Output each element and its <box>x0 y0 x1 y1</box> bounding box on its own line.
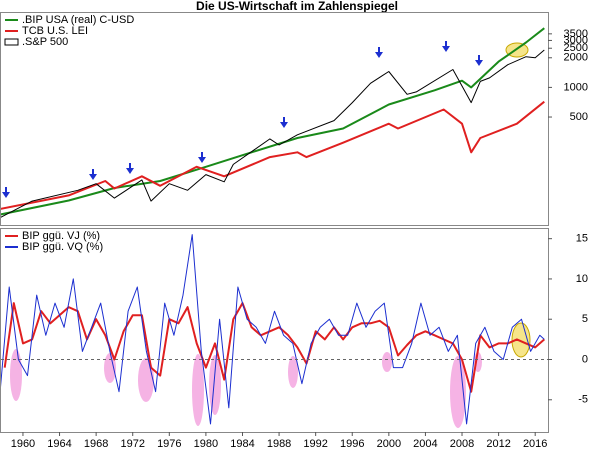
arrow <box>475 55 483 66</box>
x-tick-label: 2016 <box>523 438 547 450</box>
y-tick-label: 1000 <box>564 81 588 93</box>
x-tick-label: 1980 <box>194 438 218 450</box>
arrows <box>2 41 483 198</box>
x-tick-label: 1964 <box>47 438 71 450</box>
y-tick-label: 2000 <box>564 52 588 64</box>
x-tick-label: 1996 <box>340 438 364 450</box>
x-tick-label: 2008 <box>450 438 474 450</box>
x-tick-label: 1972 <box>120 438 144 450</box>
x-tick-label: 1968 <box>84 438 108 450</box>
x-tick-label: 1992 <box>303 438 327 450</box>
plots <box>0 27 545 425</box>
x-tick-label: 2004 <box>413 438 437 450</box>
y-tick-label: 15 <box>576 233 588 245</box>
x-tick-label: 2012 <box>486 438 510 450</box>
x-tick-label: 1984 <box>230 438 254 450</box>
highlight <box>450 356 466 428</box>
panel-frame <box>0 228 549 433</box>
highlight <box>382 352 392 372</box>
y-tick-label: -5 <box>578 394 588 406</box>
arrow <box>442 41 450 52</box>
highlight <box>209 355 221 415</box>
legend-label: .S&P 500 <box>22 36 68 48</box>
highlight <box>192 354 204 426</box>
arrow <box>126 163 134 174</box>
highlight <box>104 353 116 383</box>
y-tick-label: 5 <box>582 313 588 325</box>
x-tick-label: 1960 <box>11 438 35 450</box>
panel-frame <box>0 12 549 226</box>
series-line <box>0 49 545 219</box>
legend-label: TCB U.S. LEI <box>22 25 88 37</box>
arrow <box>2 187 10 198</box>
legend-label: BIP ggü. VJ (%) <box>22 230 100 242</box>
arrow <box>280 117 288 128</box>
legend-label: BIP ggü. VQ (%) <box>22 241 103 253</box>
y-tick-label: 2500 <box>564 42 588 54</box>
series-line <box>0 100 545 211</box>
legend-label: .BIP USA (real) C-USD <box>22 14 134 26</box>
arrow <box>375 47 383 58</box>
highlight <box>10 349 22 401</box>
highlight <box>288 356 298 388</box>
chart-title: Die US-Wirtschaft im Zahlenspiegel <box>196 0 398 13</box>
y-tick-label: 3500 <box>564 28 588 40</box>
y-tick-label: 3000 <box>564 34 588 46</box>
arrow <box>89 169 97 180</box>
x-tick-label: 2000 <box>377 438 401 450</box>
series-line <box>3 302 545 393</box>
x-tick-label: 1988 <box>267 438 291 450</box>
highlight-ellipse <box>511 322 531 358</box>
legend-swatch <box>4 38 19 46</box>
arrow <box>198 152 206 163</box>
y-tick-label: 0 <box>582 353 588 365</box>
series-line <box>0 27 545 216</box>
y-tick-label: 500 <box>570 111 588 123</box>
series-line <box>0 234 545 425</box>
highlight <box>138 358 154 402</box>
y-tick-label: 10 <box>576 273 588 285</box>
x-tick-label: 1976 <box>157 438 181 450</box>
